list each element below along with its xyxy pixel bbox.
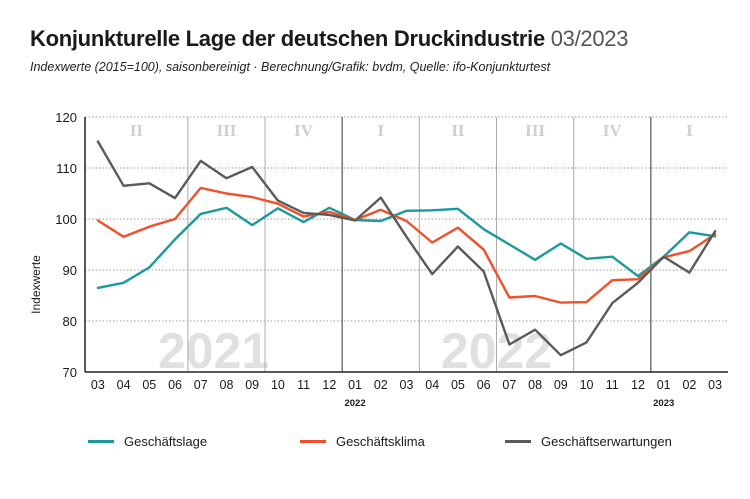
quarter-label-1: III — [217, 121, 237, 140]
x-tick-label-24: 03 — [708, 378, 722, 392]
legend-swatch-1 — [300, 440, 326, 443]
legend-label-0: Geschäftslage — [124, 434, 208, 449]
y-tick-label-80: 80 — [63, 314, 77, 329]
chart-subtitle: Indexwerte (2015=100), saisonbereinigt ·… — [30, 60, 551, 74]
legend-label-2: Geschäftserwartungen — [541, 434, 672, 449]
quarter-label-2: IV — [294, 121, 314, 140]
legend-swatch-2 — [505, 440, 531, 443]
legend-label-1: Geschäftsklima — [336, 434, 425, 449]
x-tick-label-14: 05 — [451, 378, 465, 392]
x-tick-label-2: 05 — [142, 378, 156, 392]
x-tick-label-3: 06 — [168, 378, 182, 392]
y-tick-label-110: 110 — [56, 161, 77, 176]
y-tick-label-120: 120 — [55, 110, 77, 125]
x-tick-label-13: 04 — [425, 378, 439, 392]
x-tick-label-20: 11 — [606, 378, 619, 392]
y-tick-label-100: 100 — [55, 212, 77, 227]
legend-item-0: Geschäftslage — [88, 434, 207, 449]
series-line-gesch-ftserwartungen — [96, 140, 717, 357]
x-tick-label-23: 02 — [682, 378, 696, 392]
x-tick-label-19: 10 — [580, 378, 594, 392]
x-tick-label-0: 03 — [91, 378, 105, 392]
legend-item-2: Geschäftserwartungen — [505, 434, 672, 449]
x-tick-label-4: 07 — [194, 378, 208, 392]
quarter-label-6: IV — [603, 121, 623, 140]
y-tick-label-70: 70 — [63, 365, 77, 380]
x-tick-label-6: 09 — [245, 378, 259, 392]
quarter-label-7: I — [686, 121, 693, 140]
x-tick-label-18: 09 — [554, 378, 568, 392]
series-line-gesch-ftsklima — [96, 186, 717, 304]
quarter-label-5: III — [525, 121, 545, 140]
x-tick-label-11: 02 — [374, 378, 388, 392]
x-tick-label-1: 04 — [117, 378, 131, 392]
x-tick-label-5: 08 — [220, 378, 234, 392]
legend-swatch-0 — [88, 440, 114, 443]
quarter-label-0: II — [130, 121, 144, 140]
chart-title-date: 03/2023 — [550, 26, 629, 51]
year-label-2023: 2023 — [653, 398, 674, 409]
x-tick-label-21: 12 — [631, 378, 645, 392]
legend-item-1: Geschäftsklima — [300, 434, 425, 449]
series-line-gesch-ftslage — [96, 206, 717, 290]
quarter-label-3: I — [377, 121, 384, 140]
y-tick-label-90: 90 — [63, 263, 77, 278]
y-axis-title: Indexwerte — [29, 255, 43, 314]
x-tick-label-10: 01 — [348, 378, 362, 392]
x-tick-label-8: 11 — [297, 378, 310, 392]
year-watermark-0: 2021 — [158, 323, 269, 379]
chart-title: Konjunkturelle Lage der deutschen Drucki… — [30, 26, 628, 52]
x-tick-label-22: 01 — [657, 378, 671, 392]
quarter-label-4: II — [451, 121, 465, 140]
x-tick-label-12: 03 — [400, 378, 414, 392]
x-tick-label-7: 10 — [271, 378, 285, 392]
year-label-2022: 2022 — [344, 398, 365, 409]
x-tick-label-15: 06 — [477, 378, 491, 392]
x-tick-label-9: 12 — [322, 378, 336, 392]
x-tick-label-17: 08 — [528, 378, 542, 392]
chart-title-text: Konjunkturelle Lage der deutschen Drucki… — [30, 26, 545, 51]
x-tick-label-16: 07 — [502, 378, 516, 392]
